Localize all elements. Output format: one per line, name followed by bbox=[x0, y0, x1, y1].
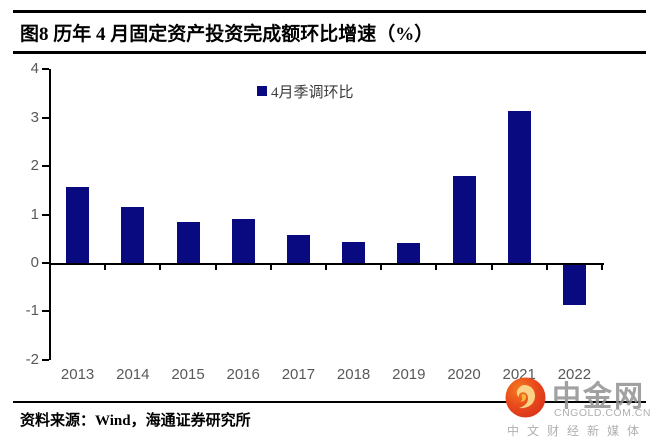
bar-2020 bbox=[452, 175, 476, 263]
y-axis-line bbox=[49, 69, 51, 360]
bar-2022 bbox=[562, 265, 586, 305]
x-axis-tick bbox=[325, 265, 327, 270]
chart-legend: 4月季调环比 bbox=[257, 82, 354, 101]
bar-2018 bbox=[342, 241, 366, 263]
x-axis-label: 2020 bbox=[447, 366, 481, 383]
y-axis-tick bbox=[42, 262, 49, 264]
x-axis-label: 2016 bbox=[226, 366, 260, 383]
y-axis-label: 2 bbox=[30, 157, 39, 175]
x-axis-label: 2017 bbox=[281, 366, 316, 383]
x-axis-tick bbox=[104, 265, 107, 270]
x-axis-tick bbox=[214, 265, 217, 270]
x-axis-tick bbox=[49, 265, 51, 270]
legend-swatch bbox=[257, 86, 267, 96]
y-axis-label: 4 bbox=[30, 60, 39, 78]
bar-2019 bbox=[397, 243, 421, 263]
y-axis-tick bbox=[42, 116, 49, 119]
y-axis-tick bbox=[42, 68, 49, 71]
bar-2017 bbox=[286, 235, 310, 263]
watermark-tagline: 中文财经新媒体 bbox=[507, 424, 648, 438]
x-axis-label: 2022 bbox=[557, 366, 592, 383]
watermark-domain: CNGOLD.COM.CN bbox=[554, 407, 651, 419]
x-axis-tick bbox=[435, 265, 438, 270]
watermark: 中金网 CNGOLD.COM.CN 中文财经新媒体 bbox=[500, 370, 660, 445]
x-axis-label: 2018 bbox=[336, 366, 371, 383]
bar-2013 bbox=[66, 187, 90, 263]
source-note: 资料来源：Wind，海通证券研究所 bbox=[20, 413, 251, 429]
x-axis-tick bbox=[269, 265, 272, 270]
x-axis-tick bbox=[545, 265, 548, 270]
x-axis-tick bbox=[159, 265, 162, 270]
y-axis-tick bbox=[42, 213, 49, 216]
y-axis-label: -2 bbox=[25, 350, 39, 368]
bar-2014 bbox=[121, 207, 145, 263]
y-axis-label: 1 bbox=[30, 205, 39, 223]
figure-title: 图8 历年 4 月固定资产投资完成额环比增速（%） bbox=[20, 24, 434, 45]
x-axis-label: 2014 bbox=[116, 366, 150, 383]
x-axis-label: 2015 bbox=[171, 366, 205, 383]
y-axis-label: -1 bbox=[25, 302, 39, 320]
x-axis-tick bbox=[601, 265, 603, 270]
x-axis-label: 2019 bbox=[392, 366, 426, 383]
x-axis-tick bbox=[490, 265, 493, 270]
y-axis-label: 0 bbox=[30, 254, 39, 271]
x-axis-label: 2013 bbox=[60, 366, 95, 383]
y-axis-tick bbox=[42, 310, 49, 313]
footer-rule bbox=[13, 401, 646, 403]
legend-label: 4月季调环比 bbox=[271, 84, 354, 101]
x-axis-tick bbox=[380, 265, 383, 270]
title-underline-rule bbox=[13, 51, 646, 54]
watermark-name: 中金网 bbox=[552, 381, 646, 413]
top-rule bbox=[13, 10, 646, 13]
y-axis-tick bbox=[42, 358, 49, 361]
cngold-logo-icon bbox=[505, 377, 546, 418]
x-axis-line bbox=[49, 263, 604, 265]
bar-2016 bbox=[231, 219, 255, 263]
bar-2015 bbox=[176, 222, 200, 263]
bar-2021 bbox=[507, 110, 531, 263]
y-axis-label: 3 bbox=[30, 108, 39, 126]
y-axis-tick bbox=[42, 165, 49, 168]
